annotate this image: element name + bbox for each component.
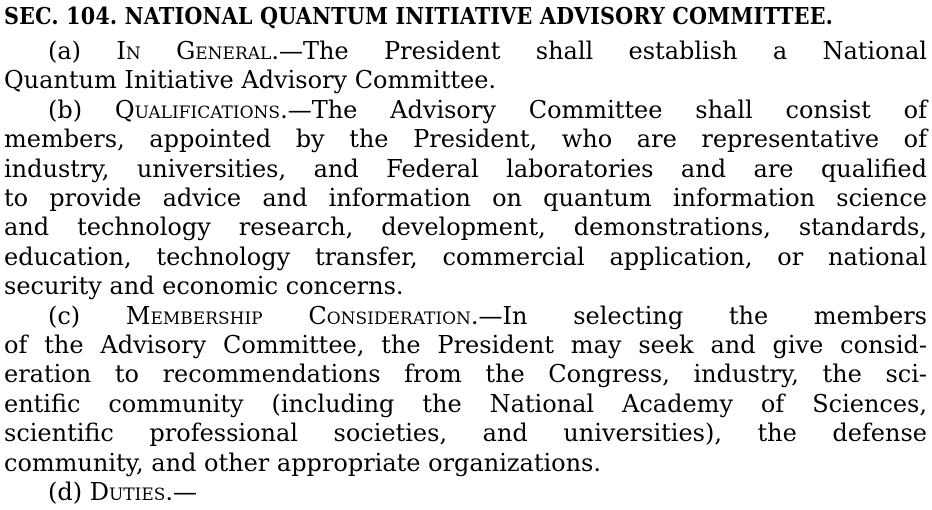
text-line: scientific professional societies, and u… [4, 419, 927, 448]
text-line: security and economic concerns. [4, 272, 404, 301]
text-line: community, and other appropriate organiz… [4, 448, 601, 477]
paragraph-a: (a) In General.—The President shall esta… [4, 37, 927, 96]
text-line: (a) In General.—The President shall esta… [4, 37, 927, 66]
paragraph-title: Qualifications [114, 95, 281, 124]
paragraph-title: In General [116, 37, 272, 65]
text-line: Quantum Initiative Advisory Committee. [4, 66, 497, 95]
text-line: education, technology transfer, commerci… [4, 242, 927, 271]
text-line: entific community (including the Nationa… [4, 389, 927, 418]
paragraph-title: Membership Consideration [125, 301, 471, 330]
text-line: members, appointed by the President, who… [4, 125, 927, 154]
paragraph-label: (d) [48, 478, 83, 507]
paragraph-title: Duties [89, 478, 166, 507]
paragraph-label: (c) [48, 301, 81, 330]
text-line: (c) Membership Consideration.—In selecti… [4, 302, 927, 331]
paragraph-b: (b) Qualifications.—The Advisory Committ… [4, 96, 927, 302]
section-heading: SEC. 104. NATIONAL QUANTUM INITIATIVE AD… [4, 3, 834, 30]
paragraph-d: (d) Duties.— [4, 478, 927, 507]
text-line: (b) Qualifications.—The Advisory Committ… [4, 96, 927, 125]
text-line: to provide advice and information on qua… [4, 184, 927, 213]
first-line-text: .—The Advisory Committee shall consist o… [280, 95, 927, 124]
first-line-text: .— [165, 478, 198, 507]
paragraph-label: (a) [48, 37, 82, 65]
text-line: eration to recommendations from the Cong… [4, 360, 927, 389]
first-line-text: .—The President shall establish a Nation… [271, 37, 927, 65]
text-line: of the Advisory Committee, the President… [4, 331, 927, 360]
text-line: and technology research, development, de… [4, 213, 927, 242]
paragraph-c: (c) Membership Consideration.—In selecti… [4, 302, 927, 478]
text-line: industry, universities, and Federal labo… [4, 154, 927, 183]
section-body: (a) In General.—The President shall esta… [4, 37, 927, 508]
text-line: (d) Duties.— [4, 478, 927, 507]
first-line-text: .—In selecting the members [470, 301, 927, 330]
paragraph-label: (b) [48, 95, 83, 124]
